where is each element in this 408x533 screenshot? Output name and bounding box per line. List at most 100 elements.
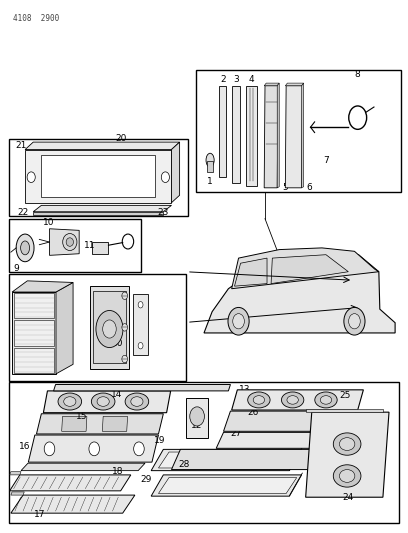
Polygon shape: [11, 495, 135, 513]
Polygon shape: [306, 412, 389, 497]
Text: 24: 24: [343, 493, 354, 502]
Ellipse shape: [315, 392, 337, 408]
Polygon shape: [151, 475, 302, 496]
Polygon shape: [10, 472, 21, 475]
Circle shape: [138, 302, 143, 308]
Polygon shape: [28, 435, 158, 462]
Text: 17: 17: [33, 510, 45, 519]
Ellipse shape: [125, 393, 149, 410]
Circle shape: [348, 313, 360, 329]
Circle shape: [161, 172, 169, 182]
Circle shape: [344, 308, 365, 335]
Circle shape: [44, 442, 55, 456]
Text: 25: 25: [340, 391, 351, 400]
Polygon shape: [36, 414, 163, 434]
Text: 9: 9: [13, 264, 19, 272]
Polygon shape: [53, 384, 231, 391]
Polygon shape: [14, 348, 54, 373]
Text: 20: 20: [115, 134, 126, 143]
Polygon shape: [92, 241, 109, 254]
Text: 11: 11: [84, 241, 95, 250]
Text: 28: 28: [179, 460, 190, 469]
Ellipse shape: [320, 395, 332, 404]
Text: 23: 23: [157, 208, 169, 217]
Polygon shape: [10, 475, 131, 491]
Polygon shape: [264, 83, 279, 86]
Ellipse shape: [333, 465, 361, 487]
Polygon shape: [289, 473, 302, 496]
Ellipse shape: [66, 238, 73, 246]
Ellipse shape: [91, 393, 115, 410]
Text: 15: 15: [76, 412, 88, 421]
Polygon shape: [151, 449, 302, 471]
Polygon shape: [285, 83, 304, 86]
Circle shape: [122, 356, 128, 363]
Polygon shape: [302, 83, 304, 188]
Polygon shape: [171, 142, 180, 203]
Polygon shape: [49, 229, 79, 255]
Text: 14: 14: [111, 390, 122, 399]
Circle shape: [122, 292, 128, 300]
Ellipse shape: [131, 397, 143, 406]
Ellipse shape: [21, 241, 29, 255]
Polygon shape: [33, 205, 171, 212]
Text: 16: 16: [19, 442, 31, 451]
Circle shape: [228, 308, 249, 335]
Text: 19: 19: [153, 436, 165, 445]
FancyBboxPatch shape: [9, 274, 186, 381]
Polygon shape: [224, 411, 357, 431]
Text: 18: 18: [112, 467, 124, 475]
Ellipse shape: [339, 470, 355, 482]
Ellipse shape: [58, 393, 82, 410]
Circle shape: [27, 172, 35, 182]
FancyBboxPatch shape: [9, 219, 141, 272]
Circle shape: [89, 442, 100, 456]
Polygon shape: [93, 292, 126, 364]
Ellipse shape: [248, 392, 270, 408]
Polygon shape: [216, 432, 350, 448]
Text: 27: 27: [230, 430, 242, 439]
Polygon shape: [12, 281, 73, 292]
Polygon shape: [232, 86, 240, 182]
Polygon shape: [62, 416, 87, 431]
Polygon shape: [277, 83, 279, 188]
FancyBboxPatch shape: [9, 382, 399, 523]
Text: 7: 7: [323, 156, 329, 165]
Polygon shape: [171, 449, 331, 470]
FancyBboxPatch shape: [186, 398, 208, 438]
Text: 26: 26: [247, 408, 259, 417]
Polygon shape: [158, 452, 297, 468]
Polygon shape: [235, 258, 267, 286]
Polygon shape: [264, 86, 278, 188]
Text: 29: 29: [141, 475, 152, 483]
Ellipse shape: [253, 395, 264, 404]
Ellipse shape: [96, 311, 123, 348]
Polygon shape: [246, 86, 257, 185]
Ellipse shape: [287, 395, 298, 404]
Ellipse shape: [339, 438, 355, 450]
FancyBboxPatch shape: [9, 139, 188, 216]
Text: 4: 4: [249, 75, 254, 84]
Polygon shape: [220, 86, 226, 177]
Text: 13: 13: [239, 385, 251, 394]
Ellipse shape: [63, 233, 77, 251]
Polygon shape: [33, 212, 163, 215]
FancyBboxPatch shape: [196, 70, 401, 192]
Text: 4108  2900: 4108 2900: [13, 14, 59, 23]
Polygon shape: [14, 293, 54, 318]
Polygon shape: [158, 478, 297, 494]
Polygon shape: [285, 86, 302, 188]
Text: 12: 12: [191, 422, 203, 431]
Text: 2: 2: [220, 75, 226, 84]
Circle shape: [190, 407, 204, 426]
Polygon shape: [41, 155, 155, 197]
Polygon shape: [204, 252, 395, 333]
Polygon shape: [289, 447, 302, 471]
Text: 22: 22: [18, 208, 29, 217]
Polygon shape: [11, 492, 24, 495]
Ellipse shape: [103, 320, 116, 338]
Text: 6: 6: [307, 183, 313, 192]
Text: 10: 10: [43, 219, 54, 228]
Text: 8: 8: [355, 70, 361, 78]
Polygon shape: [232, 248, 379, 289]
